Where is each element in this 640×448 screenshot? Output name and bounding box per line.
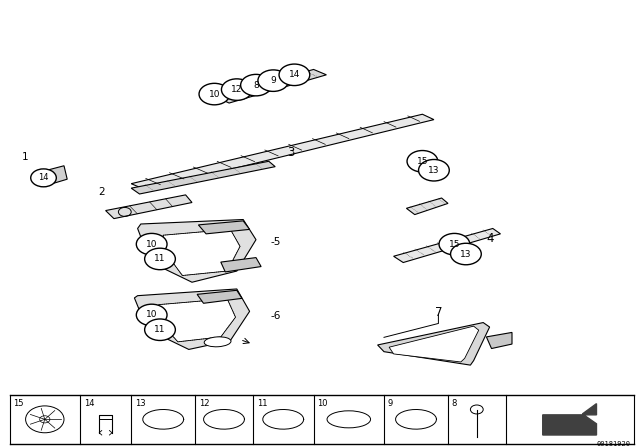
Polygon shape <box>486 332 512 349</box>
Text: 13: 13 <box>428 166 440 175</box>
Polygon shape <box>389 326 479 362</box>
Text: 10: 10 <box>146 310 157 319</box>
Text: 3: 3 <box>287 146 295 159</box>
Text: 12: 12 <box>231 85 243 94</box>
Circle shape <box>145 248 175 270</box>
Polygon shape <box>214 69 326 103</box>
Text: 15: 15 <box>13 399 24 408</box>
Polygon shape <box>138 220 256 282</box>
Circle shape <box>439 233 470 255</box>
Ellipse shape <box>327 411 371 428</box>
Text: 11: 11 <box>154 254 166 263</box>
Text: 14: 14 <box>289 70 300 79</box>
Polygon shape <box>106 195 192 219</box>
Polygon shape <box>134 289 250 349</box>
Text: 11: 11 <box>154 325 166 334</box>
Text: 7: 7 <box>435 306 442 319</box>
Polygon shape <box>157 299 236 342</box>
Text: 00181920: 00181920 <box>596 441 630 447</box>
Text: 15: 15 <box>417 157 428 166</box>
Polygon shape <box>198 221 250 234</box>
Circle shape <box>451 243 481 265</box>
Text: 12: 12 <box>199 399 209 408</box>
Text: 2: 2 <box>98 187 104 197</box>
Circle shape <box>145 319 175 340</box>
Circle shape <box>136 233 167 255</box>
Text: 14: 14 <box>38 173 49 182</box>
Circle shape <box>199 83 230 105</box>
Ellipse shape <box>204 337 231 347</box>
Text: -5: -5 <box>270 237 280 247</box>
Polygon shape <box>543 404 596 435</box>
Text: 10: 10 <box>146 240 157 249</box>
Text: 10: 10 <box>209 90 220 99</box>
Circle shape <box>419 159 449 181</box>
Text: 13: 13 <box>135 399 146 408</box>
Text: 15: 15 <box>449 240 460 249</box>
Text: 10: 10 <box>317 399 328 408</box>
Circle shape <box>221 79 252 100</box>
Text: 13: 13 <box>460 250 472 258</box>
Circle shape <box>279 64 310 86</box>
Text: 11: 11 <box>257 399 267 408</box>
Polygon shape <box>221 258 261 272</box>
Polygon shape <box>131 161 275 194</box>
Circle shape <box>241 74 271 96</box>
Polygon shape <box>394 228 500 263</box>
Polygon shape <box>131 114 434 190</box>
Polygon shape <box>197 290 242 303</box>
Polygon shape <box>406 198 448 215</box>
Circle shape <box>31 169 56 187</box>
Text: 14: 14 <box>84 399 94 408</box>
Text: 1: 1 <box>22 152 29 162</box>
Polygon shape <box>163 229 240 276</box>
Text: 4: 4 <box>486 232 494 245</box>
Polygon shape <box>378 323 490 365</box>
Text: 9: 9 <box>388 399 393 408</box>
Text: 9: 9 <box>271 76 276 85</box>
Text: -6: -6 <box>270 311 280 321</box>
Text: 8: 8 <box>452 399 457 408</box>
Polygon shape <box>38 166 67 186</box>
Circle shape <box>407 151 438 172</box>
Circle shape <box>258 70 289 91</box>
Text: 8: 8 <box>253 81 259 90</box>
Circle shape <box>136 304 167 326</box>
